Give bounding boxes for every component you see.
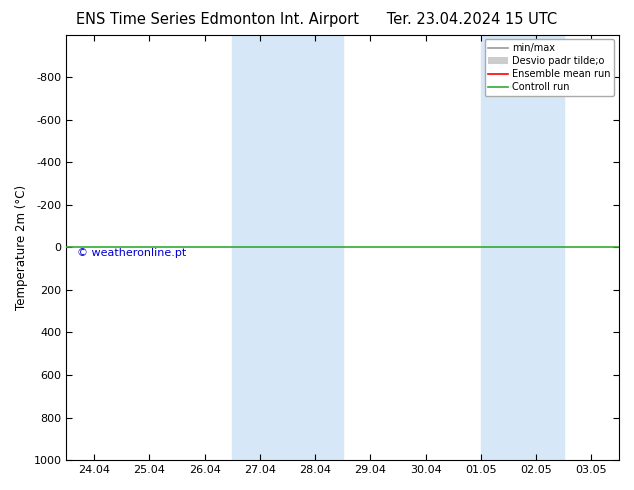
Text: ENS Time Series Edmonton Int. Airport      Ter. 23.04.2024 15 UTC: ENS Time Series Edmonton Int. Airport Te…	[77, 12, 557, 27]
Text: © weatheronline.pt: © weatheronline.pt	[77, 248, 187, 258]
Y-axis label: Temperature 2m (°C): Temperature 2m (°C)	[15, 185, 28, 310]
Bar	[481, 35, 564, 460]
Legend: min/max, Desvio padr tilde;o, Ensemble mean run, Controll run: min/max, Desvio padr tilde;o, Ensemble m…	[484, 40, 614, 96]
Bar	[232, 35, 343, 460]
